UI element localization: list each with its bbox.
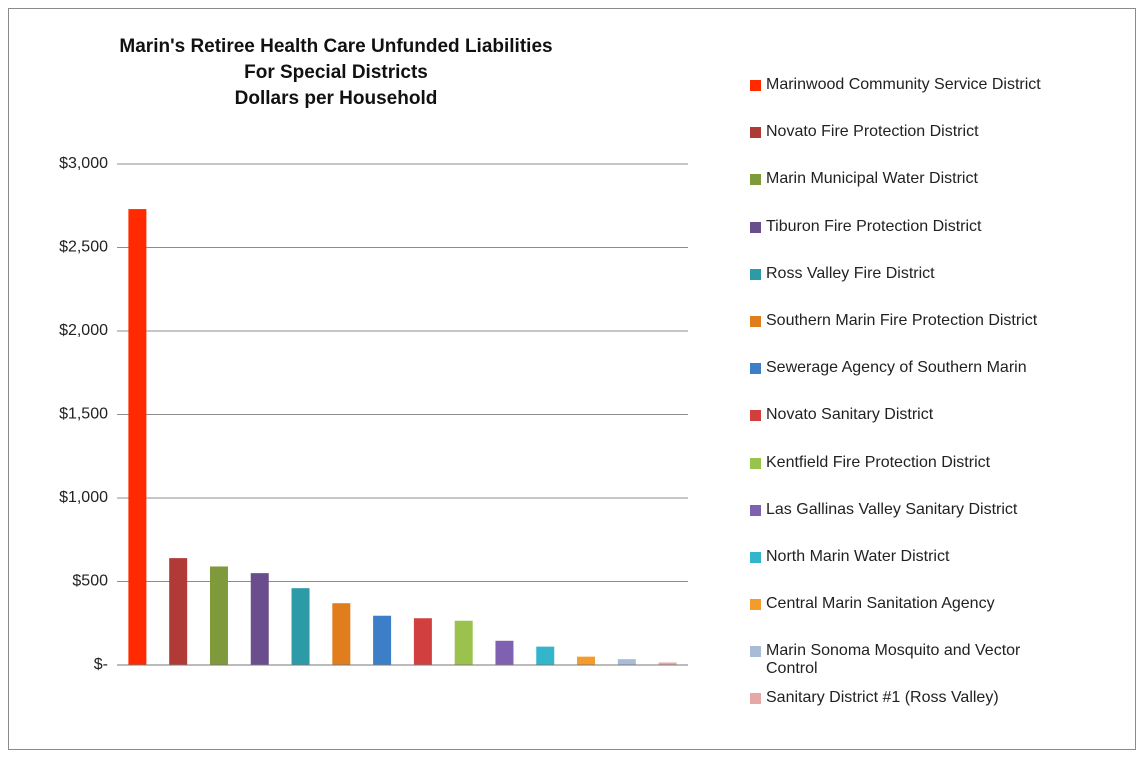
legend-label: Central Marin Sanitation Agency (766, 595, 995, 613)
legend-label: Tiburon Fire Protection District (766, 217, 982, 235)
y-tick-label: $1,500 (59, 406, 108, 423)
chart-title: Marin's Retiree Health Care Unfunded Lia… (119, 36, 552, 57)
y-tick-label: $2,000 (59, 322, 108, 339)
legend-entry: Southern Marin Fire Protection District (750, 312, 1120, 359)
bar (617, 659, 636, 665)
legend-label: Marinwood Community Service District (766, 76, 1041, 93)
legend-entry: Marin Sonoma Mosquito and Vector Control (750, 642, 1120, 689)
legend-swatch (750, 221, 761, 233)
y-tick-label: $1,000 (59, 489, 108, 506)
legend-swatch (750, 504, 761, 516)
legend-label: Sewerage Agency of Southern Marin (766, 359, 1027, 377)
legend-label: Novato Sanitary District (766, 406, 934, 424)
legend-label: Marin Sonoma Mosquito and Vector Control (766, 642, 1021, 678)
legend-entry: Sanitary District #1 (Ross Valley) (750, 689, 1120, 736)
y-tick-label: $500 (72, 573, 108, 590)
legend-label: Las Gallinas Valley Sanitary District (766, 500, 1018, 518)
legend-swatch (750, 551, 761, 563)
chart-border (8, 8, 1136, 750)
legend-label: Novato Fire Protection District (766, 123, 979, 141)
legend-entry: Ross Valley Fire District (750, 265, 1120, 312)
legend-swatch (750, 127, 761, 139)
bar (454, 620, 473, 665)
y-tick-label: $- (94, 656, 108, 673)
legend-entry: North Marin Water District (750, 548, 1120, 595)
legend-entry: Kentfield Fire Protection District (750, 454, 1120, 501)
bar (291, 588, 310, 665)
legend-swatch (750, 315, 761, 327)
bar (128, 209, 147, 665)
legend-label: Sanitary District #1 (Ross Valley) (766, 689, 999, 707)
y-tick-label: $2,500 (59, 239, 108, 256)
y-tick-label: $3,000 (59, 155, 108, 172)
bar (536, 646, 555, 665)
legend-swatch (750, 174, 761, 186)
legend-label: Kentfield Fire Protection District (766, 453, 991, 471)
bar (332, 603, 351, 665)
legend-swatch (750, 457, 761, 469)
legend-label: Southern Marin Fire Protection District (766, 311, 1038, 329)
legend-swatch (750, 646, 761, 658)
legend-label: North Marin Water District (766, 547, 950, 565)
legend-entry: Las Gallinas Valley Sanitary District (750, 501, 1120, 548)
legend-entry: Novato Fire Protection District (750, 123, 1120, 170)
chart-title: Dollars per Household (235, 88, 438, 109)
legend-swatch (750, 363, 761, 375)
legend-entry: Novato Sanitary District (750, 406, 1120, 453)
bar (577, 656, 596, 665)
bar (250, 573, 269, 665)
bar (373, 615, 392, 665)
legend-label: Marin Municipal Water District (766, 170, 978, 188)
legend-entry: Central Marin Sanitation Agency (750, 595, 1120, 642)
legend-swatch (750, 693, 761, 705)
bar (209, 566, 228, 665)
bar (413, 618, 432, 665)
legend-swatch (750, 410, 761, 422)
legend: Marinwood Community Service District Nova… (750, 76, 1120, 737)
bar (169, 558, 188, 665)
legend-swatch (750, 599, 761, 611)
legend-entry: Marin Municipal Water District (750, 170, 1120, 217)
chart-title: For Special Districts (244, 62, 428, 83)
legend-swatch (750, 268, 761, 280)
bar (495, 640, 514, 665)
legend-swatch (750, 80, 761, 91)
legend-entry: Tiburon Fire Protection District (750, 218, 1120, 265)
legend-entry: Marinwood Community Service District (750, 76, 1120, 123)
legend-entry: Sewerage Agency of Southern Marin (750, 359, 1120, 406)
legend-label: Ross Valley Fire District (766, 264, 935, 282)
bar (658, 662, 677, 665)
